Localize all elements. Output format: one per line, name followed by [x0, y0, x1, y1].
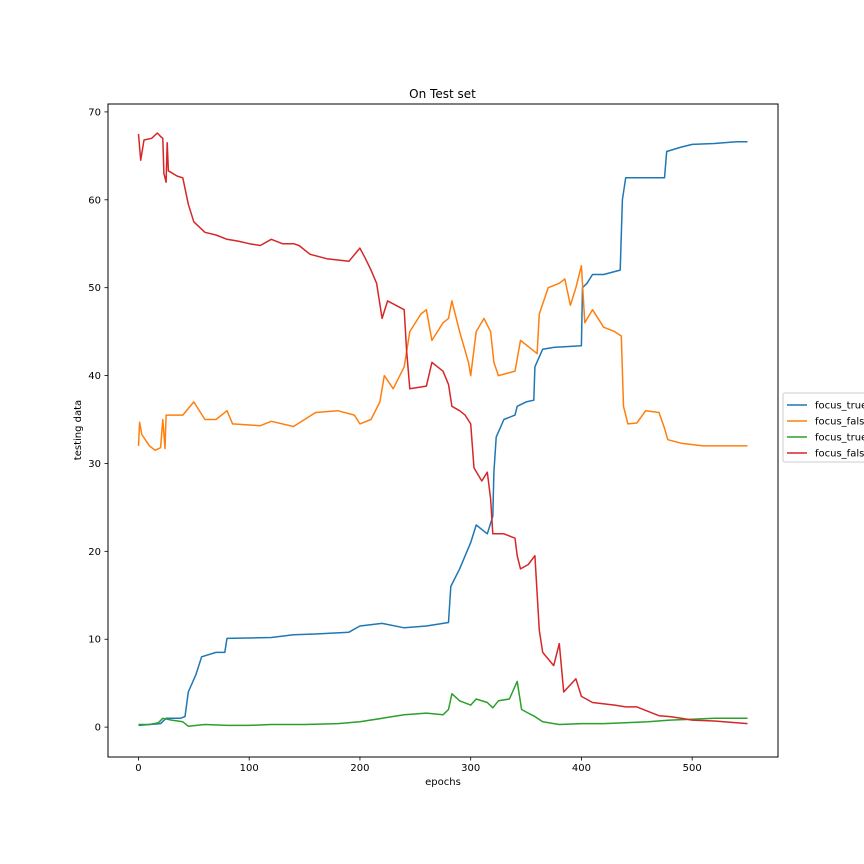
y-tick-label: 10	[88, 635, 101, 646]
y-tick-label: 40	[88, 371, 101, 382]
x-tick-label: 500	[683, 763, 702, 774]
series-line-2	[137, 264, 748, 452]
legend-box	[782, 392, 864, 463]
legend-label: focus_true	[815, 433, 864, 444]
x-tick-label: 300	[461, 763, 480, 774]
series-line-1	[138, 141, 748, 727]
x-axis-label: epochs	[425, 777, 461, 788]
y-tick-label: 60	[88, 195, 101, 206]
series-line-4	[137, 132, 748, 725]
y-tick-label: 20	[88, 547, 101, 558]
x-tick-label: 100	[240, 763, 259, 774]
legend: focus_true focus_fals focus_true focus_fals	[782, 392, 864, 463]
legend-label: focus_fals	[815, 449, 864, 460]
y-axis: 0 10 20 30 40 50 60 70	[88, 107, 108, 734]
x-tick-label: 0	[135, 763, 141, 774]
x-tick-label: 200	[350, 763, 369, 774]
x-axis: 0 100 200 300 400 500	[135, 757, 702, 774]
y-tick-label: 0	[95, 723, 101, 734]
plot-area	[107, 103, 779, 758]
legend-label: focus_true	[815, 401, 864, 412]
chart-title: On Test set	[409, 87, 476, 101]
y-tick-label: 70	[88, 107, 101, 118]
series-line-3	[138, 680, 748, 727]
legend-label: focus_fals	[815, 417, 864, 428]
y-tick-label: 50	[88, 283, 101, 294]
y-axis-label: testing data	[73, 400, 84, 460]
plot-frame	[107, 103, 779, 758]
x-tick-label: 400	[572, 763, 591, 774]
series-layer	[137, 132, 748, 727]
y-tick-label: 30	[88, 459, 101, 470]
